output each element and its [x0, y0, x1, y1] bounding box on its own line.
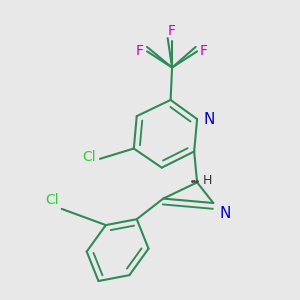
Text: N: N	[219, 206, 231, 221]
Text: N: N	[204, 112, 215, 127]
Text: F: F	[200, 44, 208, 58]
Text: F: F	[136, 44, 144, 58]
Text: H: H	[202, 174, 212, 188]
Text: Cl: Cl	[45, 194, 59, 207]
Text: Cl: Cl	[82, 150, 95, 164]
Text: F: F	[168, 23, 176, 38]
